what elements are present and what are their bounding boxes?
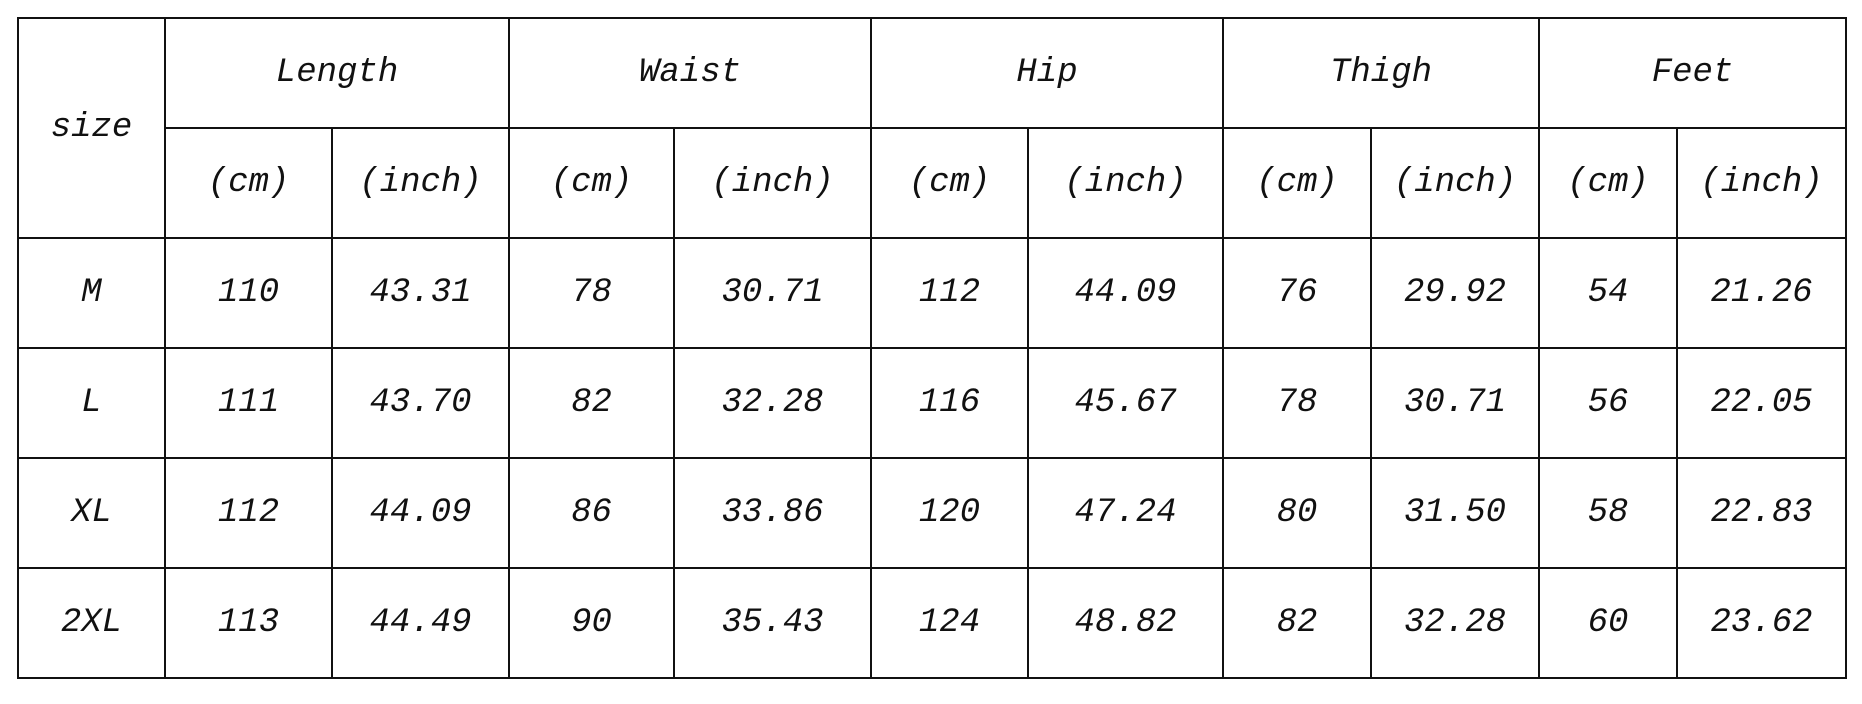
table-row: size Length Waist Hip Thigh Feet <box>17 17 1848 239</box>
measurement: 58 <box>1538 457 1679 569</box>
size-label: XL <box>17 457 166 569</box>
measurement: 29.92 <box>1370 237 1541 349</box>
table-row: (cm) (inch) (cm) (inch) (cm) (inch) (cm) (inch)… <box>18 127 1848 239</box>
unit-header: (cm) <box>870 127 1030 239</box>
measurement: 31.50 <box>1370 457 1541 569</box>
measurement: 124 <box>870 567 1030 679</box>
table-row: L 111 43.70 82 32.28 116 45.67 78 30.71 56 22.05 <box>17 347 1848 459</box>
measurement: 44.09 <box>1027 237 1225 349</box>
measurement: 120 <box>870 457 1030 569</box>
measurement: 82 <box>508 347 676 459</box>
size-label: L <box>17 347 166 459</box>
measurement: 78 <box>1222 347 1373 459</box>
measurement: 44.09 <box>330 457 511 569</box>
measurement: 60 <box>1538 567 1679 679</box>
group-header: Waist <box>508 17 873 129</box>
size-chart: size Length Waist Hip Thigh Feet (cm) (inch) (cm… <box>17 17 1848 679</box>
measurement: 82 <box>1222 567 1373 679</box>
measurement: 22.05 <box>1676 347 1848 459</box>
measurement: 90 <box>508 567 676 679</box>
measurement: 44.49 <box>330 567 511 679</box>
size-table: size Length Waist Hip Thigh Feet (cm) (inch) (cm… <box>17 17 1848 679</box>
measurement: 110 <box>164 237 333 349</box>
measurement: 112 <box>164 457 333 569</box>
measurement: 78 <box>508 237 676 349</box>
size-label: 2XL <box>17 567 166 679</box>
measurement: 45.67 <box>1027 347 1225 459</box>
size-label: M <box>17 237 166 349</box>
measurement: 30.71 <box>673 237 873 349</box>
measurement: 48.82 <box>1027 567 1225 679</box>
corner-header: size <box>17 17 166 239</box>
measurement: 112 <box>870 237 1030 349</box>
measurement: 21.26 <box>1676 237 1848 349</box>
measurement: 54 <box>1538 237 1679 349</box>
measurement: 47.24 <box>1027 457 1225 569</box>
measurement: 30.71 <box>1370 347 1541 459</box>
measurement: 80 <box>1222 457 1373 569</box>
unit-header: (cm) <box>1222 127 1373 239</box>
group-header: Feet <box>1538 17 1848 129</box>
measurement: 22.83 <box>1676 457 1848 569</box>
measurement: 113 <box>164 567 333 679</box>
unit-header: (cm) <box>1538 127 1679 239</box>
table-row: M 110 43.31 78 30.71 112 44.09 76 29.92 54 21.26 <box>17 237 1848 349</box>
group-header: Hip <box>870 17 1225 129</box>
measurement: 43.70 <box>330 347 511 459</box>
unit-header: (cm) <box>164 127 333 239</box>
measurement: 76 <box>1222 237 1373 349</box>
measurement: 111 <box>164 347 333 459</box>
unit-header: (inch) <box>673 127 873 239</box>
table-row: 2XL 113 44.49 90 35.43 124 48.82 82 32.28 60 23.62 <box>17 567 1848 679</box>
measurement: 35.43 <box>673 567 873 679</box>
measurement: 43.31 <box>330 237 511 349</box>
unit-header: (inch) <box>330 127 511 239</box>
group-header: Length <box>163 17 511 129</box>
unit-header: (inch) <box>1370 127 1541 239</box>
measurement: 86 <box>508 457 676 569</box>
measurement: 23.62 <box>1676 567 1848 679</box>
measurement: 32.28 <box>1370 567 1541 679</box>
unit-header: (inch) <box>1027 127 1225 239</box>
measurement: 116 <box>870 347 1030 459</box>
group-header: Thigh <box>1222 17 1541 129</box>
measurement: 56 <box>1538 347 1679 459</box>
table-row: XL 112 44.09 86 33.86 120 47.24 80 31.50 58 22.83 <box>17 457 1848 569</box>
unit-header: (cm) <box>508 127 676 239</box>
measurement: 32.28 <box>673 347 873 459</box>
unit-header: (inch) <box>1676 127 1848 239</box>
measurement: 33.86 <box>673 457 873 569</box>
